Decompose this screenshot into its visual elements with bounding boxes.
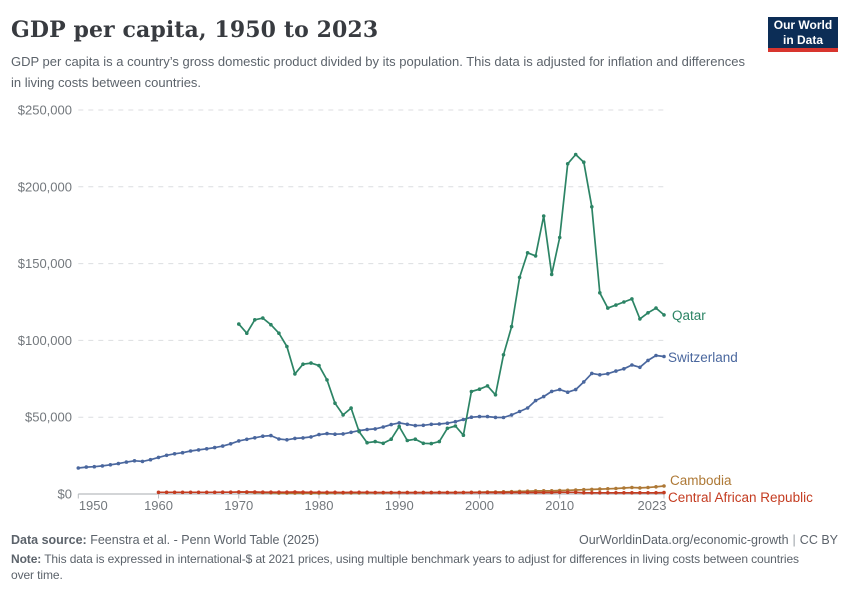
svg-text:2010: 2010	[545, 498, 574, 513]
owid-logo-line1: Our World	[773, 18, 833, 33]
chart-title: GDP per capita, 1950 to 2023	[11, 17, 379, 43]
svg-text:$150,000: $150,000	[18, 256, 72, 271]
series-label-qatar: Qatar	[672, 308, 706, 323]
note-label: Note:	[11, 552, 42, 566]
svg-text:$250,000: $250,000	[18, 103, 72, 118]
note-text: This data is expressed in international-…	[11, 552, 799, 582]
note-line: Note: This data is expressed in internat…	[11, 552, 816, 583]
svg-text:1950: 1950	[79, 498, 108, 513]
svg-text:1970: 1970	[224, 498, 253, 513]
owid-logo[interactable]: Our World in Data	[768, 17, 838, 52]
data-source-label: Data source:	[11, 533, 87, 547]
svg-text:2000: 2000	[465, 498, 494, 513]
svg-text:$50,000: $50,000	[25, 410, 72, 425]
svg-text:2023: 2023	[638, 498, 667, 513]
data-source-line: Data source: Feenstra et al. - Penn Worl…	[11, 533, 319, 547]
attribution-divider: |	[792, 533, 796, 547]
license-text: CC BY	[799, 533, 838, 547]
svg-text:1980: 1980	[305, 498, 334, 513]
source-row: Data source: Feenstra et al. - Penn Worl…	[11, 533, 838, 550]
svg-text:1990: 1990	[385, 498, 414, 513]
svg-text:$100,000: $100,000	[18, 333, 72, 348]
series-label-cambodia: Cambodia	[670, 473, 732, 488]
svg-text:$0: $0	[58, 487, 72, 502]
series-label-central-african-republic: Central African Republic	[668, 490, 813, 505]
attribution-line: OurWorldinData.org/economic-growth | CC BY	[579, 533, 838, 547]
svg-text:1960: 1960	[144, 498, 173, 513]
svg-text:$200,000: $200,000	[18, 179, 72, 194]
chart-subtitle: GDP per capita is a country’s gross dome…	[11, 54, 745, 91]
data-source-text: Feenstra et al. - Penn World Table (2025…	[90, 533, 320, 547]
owid-logo-line2: in Data	[782, 32, 823, 47]
owid-link[interactable]: OurWorldinData.org/economic-growth	[578, 533, 789, 547]
chart-footer: Data source: Feenstra et al. - Penn Worl…	[11, 533, 838, 583]
series-label-switzerland: Switzerland	[668, 350, 738, 365]
